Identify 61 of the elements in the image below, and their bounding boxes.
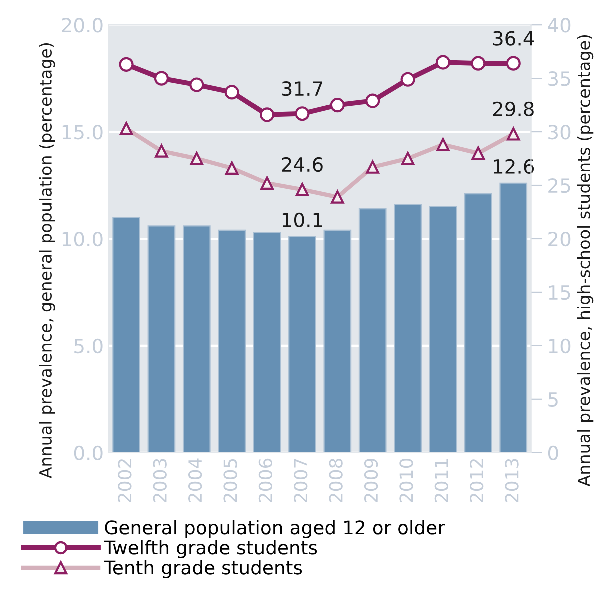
- x-tick-label: 2006: [258, 458, 273, 502]
- bar: [464, 194, 492, 453]
- data-label: 29.8: [493, 102, 534, 117]
- data-label: 10.1: [282, 212, 322, 228]
- x-tick-label: 2007: [294, 459, 308, 502]
- bar: [148, 226, 176, 453]
- point: [224, 85, 240, 100]
- y2-tick-label: 30: [548, 124, 571, 140]
- y-tick-label: 20.0: [62, 18, 103, 33]
- bar: [429, 206, 458, 453]
- x-tick-label: 2004: [188, 458, 202, 502]
- point: [260, 108, 275, 122]
- point: [471, 56, 486, 71]
- x-tick-label: 2012: [470, 460, 484, 502]
- y2-tick-label: 10: [549, 338, 571, 354]
- data-label: 12.6: [494, 159, 534, 174]
- y2-axis-title: Annual prevalence, high-school students (percentage): [577, 35, 594, 487]
- legend-label: Tenth grade students: [104, 560, 302, 578]
- bar: [218, 230, 246, 453]
- bar: [394, 204, 422, 453]
- point: [366, 94, 380, 108]
- x-tick-label: 2009: [364, 459, 378, 502]
- y2-tick-label: 40: [548, 18, 571, 33]
- y2-tick-label: 25: [548, 178, 570, 194]
- y2-tick-label: 5: [548, 392, 558, 408]
- legend-label: General population aged 12 or older: [105, 520, 446, 538]
- bar: [324, 230, 352, 453]
- point: [400, 72, 416, 87]
- y-tick-label: 15.0: [62, 124, 103, 140]
- y-tick-label: 5.0: [74, 338, 103, 354]
- bar: [288, 236, 316, 453]
- y2-tick-label: 15: [549, 286, 570, 300]
- bar: [253, 232, 282, 453]
- point: [190, 78, 204, 92]
- y2-tick-label: 35: [548, 72, 570, 86]
- y2-tick-label: 20: [548, 232, 571, 247]
- point: [330, 98, 345, 113]
- x-tick-label: 2008: [329, 458, 343, 502]
- y-tick-label: 0.0: [74, 446, 103, 461]
- x-tick-label: 2003: [153, 459, 167, 502]
- bar: [358, 208, 387, 453]
- bar: [112, 217, 140, 453]
- y2-tick-label: 0: [548, 446, 558, 461]
- point: [506, 56, 521, 71]
- legend-label: Twelfth grade students: [104, 540, 318, 558]
- x-tick-label: 2013: [505, 459, 519, 502]
- data-label: 36.4: [493, 31, 534, 46]
- bar: [182, 226, 211, 453]
- x-tick-label: 2011: [434, 459, 448, 502]
- data-label: 31.7: [282, 81, 322, 96]
- point: [154, 71, 170, 86]
- bar: [500, 182, 528, 453]
- y-tick-label: 10.0: [62, 232, 103, 247]
- point: [295, 106, 310, 122]
- data-label: 24.6: [282, 157, 323, 172]
- point: [436, 55, 451, 70]
- y-axis-title: Annual prevalence, general population (percentage): [39, 44, 56, 479]
- x-tick-label: 2010: [400, 458, 414, 502]
- x-tick-label: 2002: [118, 460, 132, 502]
- x-tick-label: 2005: [224, 459, 238, 502]
- point: [119, 57, 134, 72]
